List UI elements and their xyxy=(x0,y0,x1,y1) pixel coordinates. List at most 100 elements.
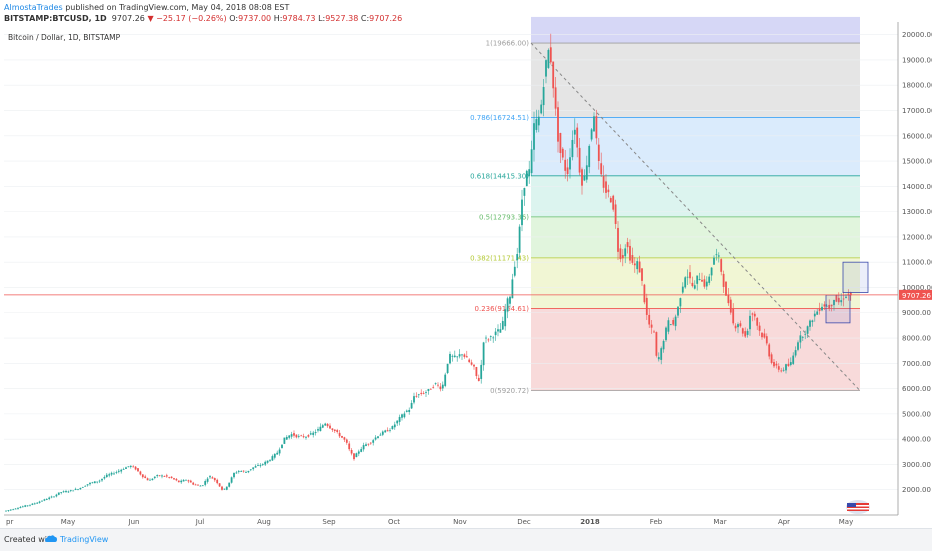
candle-body xyxy=(569,157,571,170)
candle-body xyxy=(636,261,639,270)
candle-body xyxy=(213,478,216,481)
candle-body xyxy=(509,296,511,304)
candle-body xyxy=(127,466,130,468)
candle-body xyxy=(549,47,552,63)
candle-body xyxy=(537,116,540,126)
candle-body xyxy=(477,377,480,381)
grid xyxy=(4,34,898,491)
x-tick-label: Oct xyxy=(388,518,400,526)
y-tick-label: 8000.00 xyxy=(902,335,931,343)
candle-body xyxy=(530,149,533,174)
candle-body xyxy=(57,492,60,495)
x-axis[interactable]: pr May Jun Jul Aug Sep Oct Nov Dec 2018 Feb Mar Apr M… xyxy=(4,514,898,526)
candle-body xyxy=(158,475,161,477)
candle-body xyxy=(72,490,75,492)
candle-body xyxy=(317,429,319,431)
footer-bar: Created with TradingView xyxy=(0,528,932,551)
candle-body xyxy=(734,325,737,329)
candle-body xyxy=(523,187,526,196)
candle-body xyxy=(638,261,641,273)
candle-body xyxy=(295,434,298,438)
candle-body xyxy=(427,389,430,391)
rect-drawings[interactable] xyxy=(825,261,869,324)
candle-body xyxy=(720,259,723,272)
candle-body xyxy=(321,425,324,428)
y-axis[interactable]: 2000.00 3000.00 4000.00 5000.00 6000.00 7000.… xyxy=(897,22,932,515)
candle-body xyxy=(583,175,586,181)
candle-body xyxy=(12,509,15,511)
candle-body xyxy=(605,181,607,193)
candle-body xyxy=(470,362,473,365)
symbol-label: BITSTAMP:BTCUSD, 1D xyxy=(4,14,107,23)
candle-body xyxy=(540,104,543,114)
candle-body xyxy=(252,467,255,470)
candle-body xyxy=(223,488,226,490)
candle-body xyxy=(249,469,252,471)
chart-subtitle: Bitcoin / Dollar, 1D, BITSTAMP xyxy=(8,33,121,42)
candle-body xyxy=(825,305,828,307)
fib-label: 0.236(9164.61) xyxy=(475,305,530,313)
candle-body xyxy=(201,485,204,487)
candle-body xyxy=(211,477,214,479)
candle-body xyxy=(55,494,58,497)
candle-body xyxy=(650,324,653,328)
candle-body xyxy=(629,245,631,261)
candle-body xyxy=(614,204,617,224)
candle-body xyxy=(319,426,322,432)
candle-body xyxy=(737,324,739,328)
candle-body xyxy=(360,449,363,452)
candle-body xyxy=(134,466,137,470)
candle-body xyxy=(761,332,763,338)
x-tick-label: Jul xyxy=(195,518,205,526)
candle-body xyxy=(362,445,365,450)
candle-body xyxy=(542,87,545,106)
candle-body xyxy=(588,145,591,168)
candle-body xyxy=(372,440,375,443)
candle-body xyxy=(799,335,802,343)
candle-body xyxy=(350,449,353,454)
candle-body xyxy=(485,337,487,339)
candle-body xyxy=(36,502,39,504)
candle-body xyxy=(302,436,305,438)
candle-body xyxy=(50,496,53,498)
candle-body xyxy=(38,501,41,503)
candle-body xyxy=(609,198,612,203)
fib-label: 0(5920.72) xyxy=(490,387,529,395)
candle-body xyxy=(60,492,63,493)
candle-body xyxy=(561,148,564,158)
tradingview-link[interactable]: TradingView xyxy=(60,535,109,544)
candle-body xyxy=(631,255,634,263)
candle-body xyxy=(487,339,490,341)
candle-body xyxy=(336,430,339,432)
y-tick-label: 9000.00 xyxy=(902,309,931,317)
candle-body xyxy=(283,437,286,444)
tradingview-cloud-icon xyxy=(45,535,57,542)
candle-body xyxy=(348,443,351,450)
candle-body xyxy=(801,336,804,338)
fib-label: 0.618(14415.30) xyxy=(470,172,529,180)
candle-body xyxy=(353,453,355,460)
candle-body xyxy=(434,382,437,384)
candle-body xyxy=(703,279,706,287)
candle-body xyxy=(7,510,10,511)
candle-body xyxy=(797,342,799,350)
x-tick-label: Dec xyxy=(517,518,531,526)
fib-band xyxy=(531,43,860,118)
candle-body xyxy=(146,478,149,481)
y-tick-label: 5000.00 xyxy=(902,410,931,418)
candle-body xyxy=(98,480,101,482)
author-link[interactable]: AlmostaTrades xyxy=(4,3,63,12)
candle-body xyxy=(185,479,187,481)
candle-body xyxy=(24,505,27,507)
candle-body xyxy=(722,273,725,287)
candle-body xyxy=(674,316,677,327)
candle-body xyxy=(590,129,593,140)
candle-body xyxy=(835,294,838,302)
candle-body xyxy=(446,363,449,374)
candle-body xyxy=(626,242,629,248)
candle-body xyxy=(237,470,240,472)
candle-body xyxy=(45,499,48,500)
candle-body xyxy=(679,298,682,307)
candle-body xyxy=(314,432,317,434)
candle-body xyxy=(401,414,403,418)
